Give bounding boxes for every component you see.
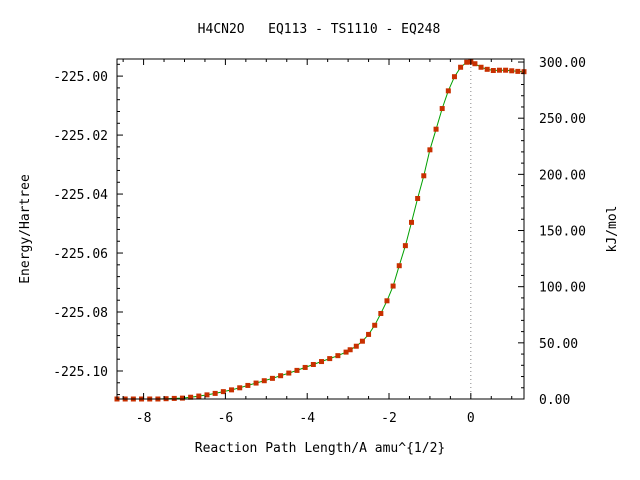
data-point — [294, 367, 300, 373]
data-point — [237, 385, 243, 391]
data-point — [366, 331, 372, 337]
data-point — [212, 390, 218, 396]
data-point — [245, 382, 251, 388]
y2-axis-label: kJ/mol — [605, 206, 620, 253]
series-markers — [114, 59, 527, 402]
data-point — [490, 68, 496, 74]
x-tick-label: 0 — [467, 411, 475, 426]
y2-tick-label: 100.00 — [539, 281, 586, 296]
data-point — [302, 364, 308, 370]
data-point — [484, 66, 490, 72]
data-point — [347, 347, 353, 353]
data-point — [171, 395, 177, 401]
data-point — [229, 387, 235, 393]
data-point — [515, 68, 521, 74]
data-point — [261, 378, 267, 384]
data-point — [327, 356, 333, 362]
chart-title: H4CN2O EQ113 - TS1110 - EQ248 — [198, 22, 441, 37]
x-tick-label: -4 — [299, 411, 315, 426]
data-point — [310, 361, 316, 367]
data-point — [503, 67, 509, 73]
data-point — [427, 147, 433, 153]
data-point — [196, 393, 202, 399]
x-tick-labels: -8 -6 -4 -2 0 — [136, 411, 475, 426]
data-point — [509, 68, 515, 74]
y2-tick-label: 150.00 — [539, 225, 586, 240]
data-point — [439, 106, 445, 112]
y-tick-label: -225.08 — [53, 306, 108, 321]
data-point — [220, 389, 226, 395]
y-tick-label: -225.06 — [53, 247, 108, 262]
data-point — [278, 373, 284, 379]
x-tick-label: -6 — [218, 411, 234, 426]
data-point — [179, 395, 185, 401]
y2-tick-label: 50.00 — [539, 337, 578, 352]
data-point — [353, 343, 359, 349]
plot-frame — [116, 58, 525, 400]
data-point — [445, 88, 451, 94]
data-point — [458, 64, 464, 70]
data-point — [415, 195, 421, 201]
data-point — [372, 322, 378, 328]
data-point — [286, 370, 292, 376]
data-point — [409, 219, 415, 225]
data-point — [433, 126, 439, 132]
data-point — [402, 243, 408, 249]
y-tick-label: -225.10 — [53, 365, 108, 380]
data-point — [384, 298, 390, 304]
data-point — [319, 359, 325, 365]
data-point — [359, 338, 365, 344]
data-point — [464, 59, 470, 65]
data-point — [421, 173, 427, 179]
data-point — [496, 67, 502, 73]
x-axis-label: Reaction Path Length/A amu^{1/2} — [195, 441, 445, 456]
y-tick-label: -225.00 — [53, 70, 108, 85]
y2-tick-label: 250.00 — [539, 112, 586, 127]
axis-ticks — [117, 59, 524, 400]
data-point — [390, 283, 396, 289]
series-line-layer — [117, 61, 525, 400]
y2-tick-labels: 0.00 50.00 100.00 150.00 200.00 250.00 300.00 — [539, 56, 586, 408]
x-tick-label: -8 — [136, 411, 152, 426]
data-point — [451, 74, 457, 80]
data-point — [269, 375, 275, 381]
series-line — [117, 61, 525, 400]
y-axis-label: Energy/Hartree — [18, 174, 33, 284]
data-point — [478, 64, 484, 70]
data-point — [204, 392, 210, 398]
y-tick-labels: -225.10 -225.08 -225.06 -225.04 -225.02 -225.… — [53, 70, 108, 380]
y2-tick-label: 0.00 — [539, 393, 570, 408]
y2-tick-label: 200.00 — [539, 168, 586, 183]
y-tick-label: -225.02 — [53, 129, 108, 144]
data-point — [343, 349, 349, 355]
data-point — [253, 380, 259, 386]
y2-tick-label: 300.00 — [539, 56, 586, 71]
x-tick-label: -2 — [381, 411, 397, 426]
data-point — [472, 61, 478, 67]
data-point — [335, 353, 341, 359]
y-tick-label: -225.04 — [53, 188, 108, 203]
data-point — [188, 394, 194, 400]
data-point — [378, 310, 384, 316]
data-point — [396, 263, 402, 269]
